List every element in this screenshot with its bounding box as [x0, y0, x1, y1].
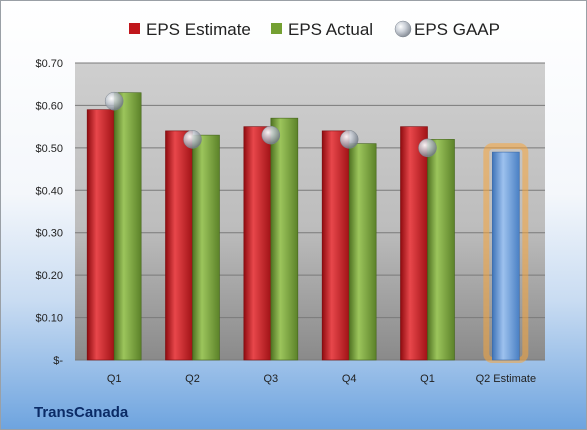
bar-eps-actual — [270, 117, 299, 361]
legend-swatch — [129, 23, 140, 34]
marker-eps-gaap — [183, 130, 202, 149]
x-tick-label: Q3 — [263, 373, 278, 385]
y-tick-label: $0.40 — [35, 185, 63, 197]
bar-eps-actual — [113, 92, 142, 361]
bar-eps-estimate — [321, 130, 350, 361]
bar-q2-estimate — [492, 151, 520, 361]
plot-area — [75, 63, 545, 360]
y-tick-label: $- — [53, 355, 63, 367]
marker-eps-gaap — [261, 125, 281, 145]
legend-swatch — [271, 23, 282, 34]
bar-eps-actual — [427, 139, 455, 361]
marker-eps-gaap — [339, 130, 359, 149]
bar-eps-actual — [348, 143, 377, 361]
bar-eps-actual — [192, 134, 220, 361]
x-tick-label: Q2 — [185, 373, 200, 385]
y-tick-label: $0.20 — [35, 270, 63, 282]
marker-eps-gaap — [418, 138, 437, 158]
bar-eps-estimate — [243, 126, 272, 361]
legend-label: EPS GAAP — [414, 20, 500, 39]
x-tick-label: Q1 — [420, 373, 435, 385]
y-tick-label: $0.10 — [35, 313, 63, 325]
x-tick-label: Q1 — [107, 373, 122, 385]
bar-eps-estimate — [86, 109, 115, 361]
y-tick-label: $0.60 — [35, 100, 63, 112]
legend-label: EPS Actual — [288, 20, 373, 39]
legend-label: EPS Estimate — [146, 20, 251, 39]
bar-eps-estimate — [165, 130, 193, 361]
x-tick-label: Q2 Estimate — [476, 373, 537, 385]
marker-eps-gaap — [104, 91, 124, 111]
y-tick-label: $0.50 — [35, 143, 63, 155]
x-tick-label: Q4 — [342, 373, 357, 385]
legend-swatch-sphere — [394, 20, 412, 38]
y-tick-label: $0.70 — [35, 58, 63, 70]
bar-eps-estimate — [400, 126, 428, 361]
y-tick-label: $0.30 — [35, 228, 63, 240]
company-label: TransCanada — [34, 404, 129, 421]
